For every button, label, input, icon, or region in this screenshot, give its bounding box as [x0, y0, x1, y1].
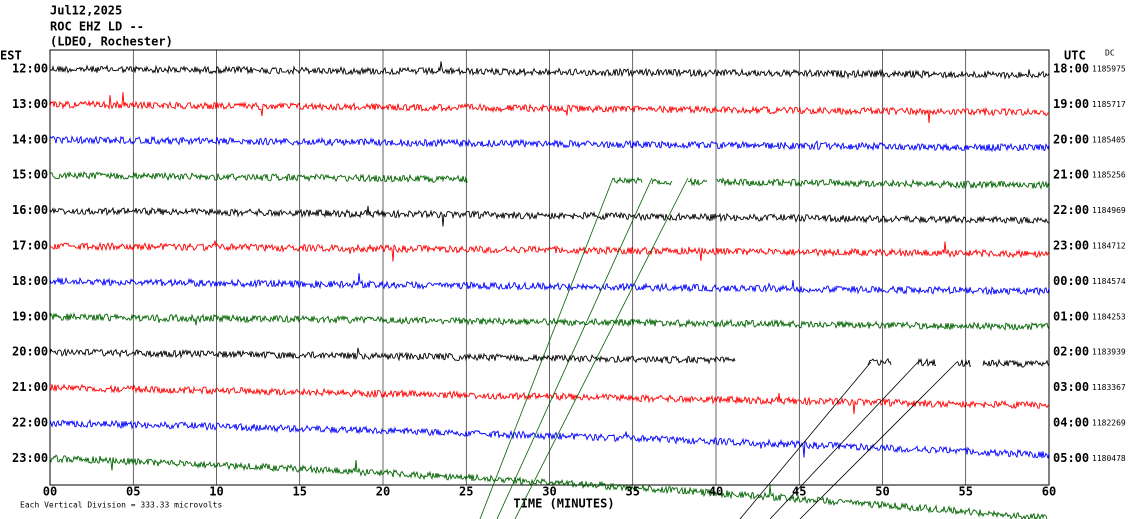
- utc-label: 05:00: [1053, 451, 1089, 465]
- utc-label: 03:00: [1053, 380, 1089, 394]
- est-label: 19:00: [12, 309, 48, 323]
- est-label: 16:00: [12, 203, 48, 217]
- event-line: [739, 361, 872, 519]
- date: Jul12,2025: [50, 4, 122, 18]
- dc-value: 1183367: [1092, 383, 1126, 392]
- x-axis-label: TIME (MINUTES): [513, 497, 614, 511]
- seismic-trace: [49, 134, 1050, 153]
- x-tick-label: 50: [875, 485, 889, 499]
- x-tick-label: 15: [293, 485, 307, 499]
- event-line: [496, 177, 653, 519]
- utc-label: 21:00: [1053, 168, 1089, 182]
- utc-label: 18:00: [1053, 62, 1089, 76]
- est-label: EST: [0, 49, 22, 63]
- utc-label: 01:00: [1053, 309, 1089, 323]
- seismic-trace: [49, 312, 1050, 331]
- x-tick-label: 05: [126, 485, 140, 499]
- dc-value: 1182269: [1092, 419, 1126, 428]
- seismic-trace: [49, 205, 1050, 227]
- dc-value: 1184574: [1092, 277, 1126, 286]
- dc-value: 1180478: [1092, 454, 1126, 463]
- seismic-trace: [49, 347, 1050, 368]
- dc-value: 1185256: [1092, 171, 1126, 180]
- seismic-trace: [49, 170, 1050, 190]
- utc-label: UTC: [1064, 49, 1086, 63]
- x-tick-label: 45: [792, 485, 806, 499]
- seismic-trace: [49, 61, 1050, 80]
- x-tick-label: 10: [209, 485, 223, 499]
- est-label: 14:00: [12, 132, 48, 146]
- x-tick-label: 20: [376, 485, 390, 499]
- seismic-trace: [49, 418, 1050, 459]
- dc-value: 1185975: [1092, 65, 1126, 74]
- x-tick-label: 35: [626, 485, 640, 499]
- utc-label: 02:00: [1053, 345, 1089, 359]
- footer: Each Vertical Division = 333.33 microvol…: [20, 501, 222, 510]
- dc-value: 1183939: [1092, 348, 1126, 357]
- event-line: [479, 177, 614, 519]
- seismic-trace: [49, 92, 1050, 124]
- est-label: 13:00: [12, 97, 48, 111]
- seismic-trace: [49, 273, 1050, 296]
- est-label: 17:00: [12, 239, 48, 253]
- dc-value: 1184253: [1092, 312, 1126, 321]
- est-label: 18:00: [12, 274, 48, 288]
- utc-label: 19:00: [1053, 97, 1089, 111]
- utc-label: 22:00: [1053, 203, 1089, 217]
- est-label: 20:00: [12, 345, 48, 359]
- utc-label: 04:00: [1053, 416, 1089, 430]
- est-label: 23:00: [12, 451, 48, 465]
- dc-value: 1185405: [1092, 135, 1126, 144]
- x-tick-label: 30: [542, 485, 556, 499]
- est-label: 15:00: [12, 168, 48, 182]
- est-label: 21:00: [12, 380, 48, 394]
- dc-value: 1185717: [1092, 100, 1126, 109]
- network: (LDEO, Rochester): [50, 35, 173, 49]
- x-tick-label: 40: [709, 485, 723, 499]
- event-line: [799, 361, 958, 519]
- seismic-trace: [49, 454, 1048, 519]
- est-label: 12:00: [12, 62, 48, 76]
- station: ROC EHZ LD --: [50, 20, 144, 34]
- utc-label: 23:00: [1053, 239, 1089, 253]
- event-line: [769, 361, 919, 519]
- dc-label: DC: [1105, 49, 1115, 58]
- x-tick-label: 00: [43, 485, 57, 499]
- dc-value: 1184712: [1092, 242, 1126, 251]
- est-label: 22:00: [12, 416, 48, 430]
- x-tick-label: 25: [459, 485, 473, 499]
- dc-value: 1184969: [1092, 206, 1126, 215]
- x-tick-label: 55: [959, 485, 973, 499]
- utc-label: 00:00: [1053, 274, 1089, 288]
- event-line: [514, 177, 689, 519]
- utc-label: 20:00: [1053, 132, 1089, 146]
- seismic-trace: [49, 383, 1050, 415]
- seismic-trace: [49, 240, 1050, 262]
- x-tick-label: 60: [1042, 485, 1056, 499]
